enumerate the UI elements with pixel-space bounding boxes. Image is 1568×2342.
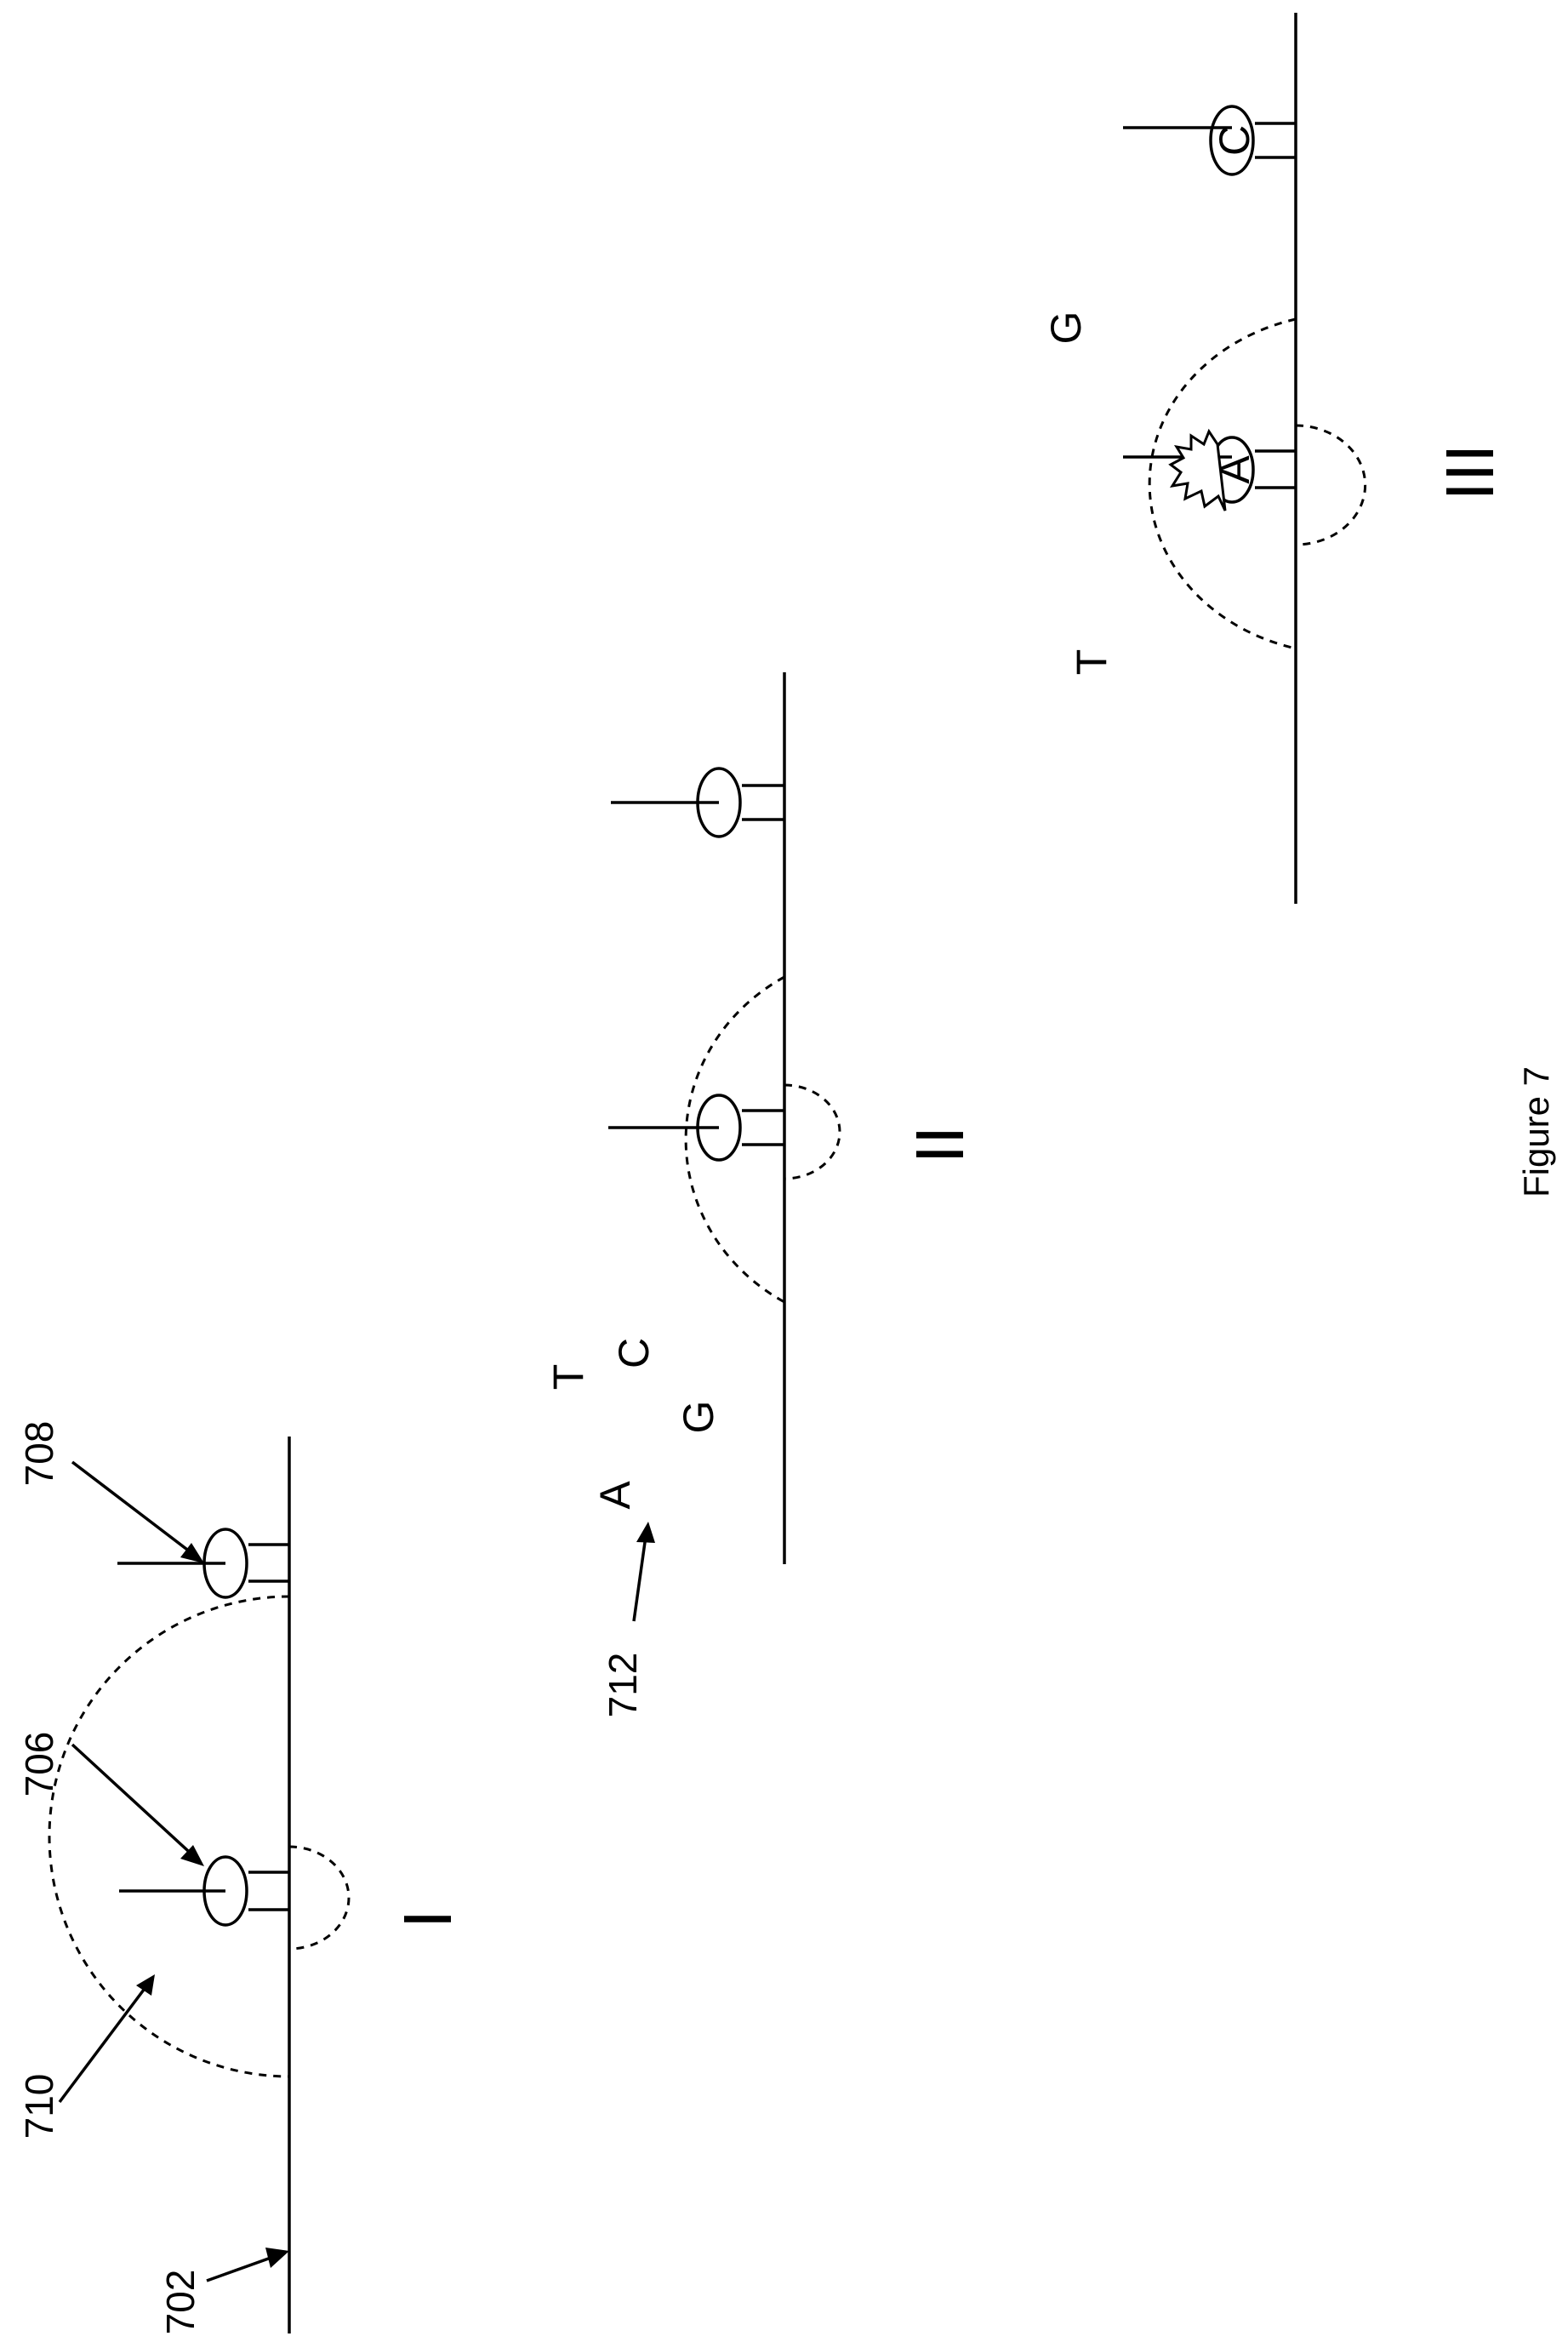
ref-label-712: 712 [601, 1653, 645, 1718]
emission-burst-icon [1171, 431, 1225, 511]
ref-label-710: 710 [17, 2074, 61, 2139]
ref-label-708: 708 [17, 1421, 61, 1487]
nucleotide-G: G [1042, 311, 1090, 345]
arrowhead-712 [636, 1522, 655, 1543]
molecule-3a: A [1123, 431, 1296, 511]
nucleotide-A: A [591, 1481, 639, 1510]
molecule-3b: C [1123, 106, 1296, 174]
nucleotide-T: T [545, 1364, 592, 1391]
panel-1: 702 706 708 710 I [17, 1421, 465, 2335]
panel-3: A C T G III [1042, 13, 1508, 904]
small-dashed-field [289, 1847, 349, 1949]
molecule-2b [611, 768, 784, 837]
figure-caption: Figure 7 [1516, 1066, 1556, 1197]
ref-label-706: 706 [17, 1732, 61, 1797]
large-dashed-field [686, 977, 784, 1302]
reference-arrow-710 [60, 1983, 149, 2102]
small-dashed-field [1296, 426, 1366, 545]
panel-label-1: I [390, 1910, 465, 1928]
nucleotide-G: G [675, 1401, 722, 1434]
reference-arrow-706 [72, 1745, 197, 1859]
nucleotide-C: C [610, 1338, 658, 1368]
reference-arrow-712 [634, 1530, 647, 1621]
arrowhead-710 [136, 1974, 155, 1996]
panel-label-3: III [1432, 444, 1508, 501]
molecule-708 [117, 1529, 289, 1597]
incorporated-nucleotide-C: C [1211, 125, 1258, 156]
nucleotide-T: T [1068, 649, 1115, 676]
molecule-706 [119, 1857, 289, 1925]
small-dashed-field [784, 1085, 840, 1179]
molecule-2a [608, 1095, 784, 1160]
large-dashed-field [49, 1597, 289, 2076]
ref-label-702: 702 [158, 2270, 202, 2335]
reference-arrow-708 [72, 1462, 197, 1557]
panel-label-2: II [902, 1126, 978, 1163]
arrowhead-702 [265, 2248, 289, 2268]
panel-2: A T C G 712 II [545, 672, 978, 1717]
